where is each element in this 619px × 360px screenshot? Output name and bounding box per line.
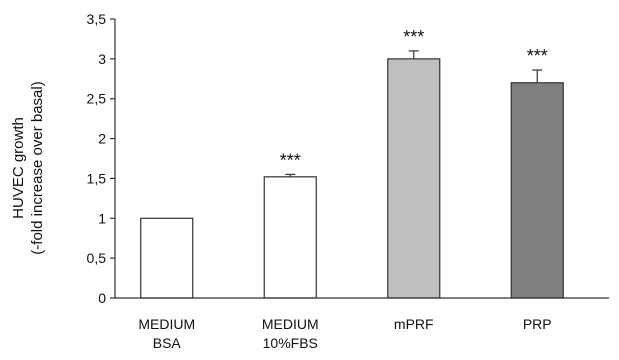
- y-tick-label: 2,5: [87, 91, 107, 107]
- y-axis-label-line-2: (-fold increase over basal): [29, 81, 46, 254]
- y-tick-label: 1: [98, 210, 106, 226]
- error-bars: [285, 50, 543, 177]
- x-category-label: MEDIUM: [262, 316, 319, 332]
- x-axis-labels: MEDIUM BSA MEDIUM 10%FBS mPRF PRP: [138, 316, 551, 351]
- y-tick-label: 1,5: [87, 170, 107, 186]
- y-tick-label: 3: [98, 51, 106, 67]
- x-category-label: mPRF: [394, 316, 434, 332]
- significance-label: ***: [527, 46, 548, 66]
- x-category-label: BSA: [153, 335, 182, 351]
- bar: [510, 82, 564, 299]
- significance-label: ***: [403, 27, 424, 47]
- y-tick-label: 3,5: [87, 11, 107, 27]
- x-category-label: PRP: [523, 316, 552, 332]
- x-category-label: 10%FBS: [263, 335, 318, 351]
- y-tick-label: 2: [98, 131, 106, 147]
- significance-label: ***: [280, 150, 301, 170]
- bars: [140, 58, 564, 299]
- y-axis-ticks: 0 0,5 1 1,5 2 2,5 3 3,5: [87, 11, 115, 306]
- y-tick-label: 0,5: [87, 250, 107, 266]
- bar: [387, 58, 441, 299]
- y-tick-label: 0: [98, 290, 106, 306]
- significance-labels: *** *** ***: [280, 27, 548, 171]
- y-axis-label-line-1: HUVEC growth: [10, 117, 27, 219]
- bar: [263, 176, 317, 299]
- bar: [140, 217, 194, 299]
- x-category-label: MEDIUM: [138, 316, 195, 332]
